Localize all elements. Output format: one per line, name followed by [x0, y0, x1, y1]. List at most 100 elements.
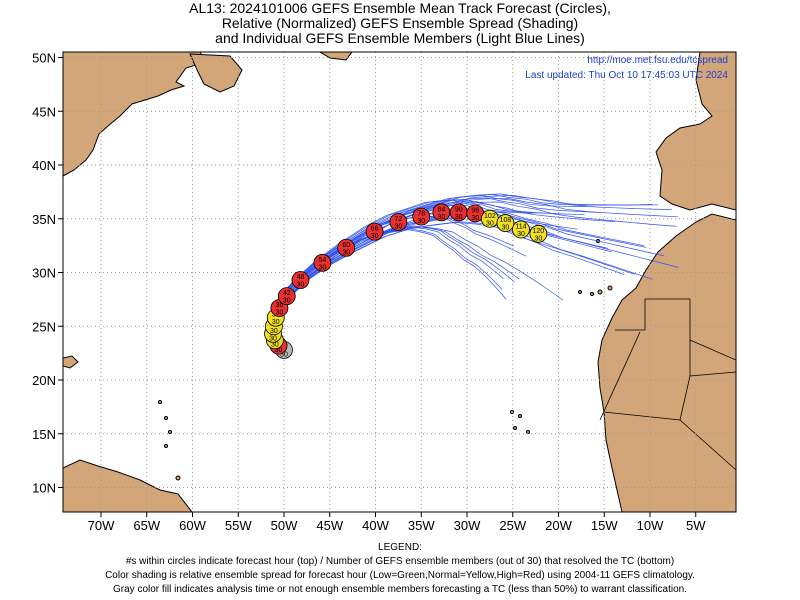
member-count-label: 30	[342, 249, 350, 256]
forecast-hour-label: 60	[342, 242, 350, 249]
member-count-label: 30	[437, 214, 445, 221]
legend-line-2: Color shading is relative ensemble sprea…	[105, 570, 695, 581]
newfoundland-land	[189, 53, 243, 93]
legend-line-3: Gray color fill indicates analysis time …	[113, 584, 687, 595]
forecast-hour-label: 54	[319, 257, 327, 264]
canary-island-land	[590, 292, 594, 296]
latitude-label: 35N	[32, 212, 56, 227]
europe-land	[655, 52, 736, 211]
longitude-label: 20W	[545, 518, 572, 533]
longitude-label: 50W	[271, 518, 298, 533]
member-count-label: 30	[486, 220, 494, 227]
forecast-hour-label: 36	[276, 302, 284, 309]
forecast-hour-label: 42	[283, 290, 291, 297]
track-circle	[277, 287, 296, 306]
member-count-label: 30	[455, 214, 463, 221]
caribbean-island-land	[63, 355, 79, 369]
forecast-hour-label: 84	[437, 206, 445, 213]
south-america-land	[63, 459, 193, 512]
member-count-label: 30	[283, 298, 291, 305]
longitude-label: 25W	[499, 518, 526, 533]
longitude-label: 10W	[637, 518, 664, 533]
forecast-hour-label: 90	[455, 206, 463, 213]
longitude-label: 55W	[225, 518, 252, 533]
map-title-line-2: Relative (Normalized) GEFS Ensemble Spre…	[221, 15, 579, 31]
cape-verde-island-land	[526, 430, 530, 434]
latitude-label: 30N	[32, 266, 56, 281]
longitude-label: 5W	[686, 518, 706, 533]
member-count-label: 30	[502, 225, 510, 232]
member-count-label: 30	[471, 215, 479, 222]
forecast-hour-label: 78	[417, 211, 425, 218]
longitude-label: 40W	[362, 518, 389, 533]
latitude-label: 45N	[32, 104, 56, 119]
latitude-label: 10N	[32, 481, 56, 496]
track-circle	[337, 238, 356, 257]
canary-island-land	[607, 285, 613, 291]
member-count-label: 30	[270, 328, 278, 335]
north-america-land	[63, 52, 207, 177]
latitude-label: 20N	[32, 373, 56, 388]
cape-verde-island-land	[518, 414, 522, 418]
axis-labels: 70W 65W 60W 55W 50W 45W 40W 35W 30W 25W 20W 15W 10W 5…	[32, 51, 706, 534]
track-circle	[529, 224, 548, 243]
forecast-hour-label: 48	[297, 274, 305, 281]
member-count-label: 30	[275, 347, 283, 354]
member-count-label: 30	[297, 282, 305, 289]
longitude-label: 45W	[316, 518, 343, 533]
africa-land	[597, 213, 736, 512]
track-circle	[313, 253, 332, 272]
member-count-label: 30	[394, 223, 402, 230]
africa-borders	[599, 298, 736, 471]
track-circle	[291, 271, 310, 289]
forecast-hour-label: 114	[515, 224, 526, 231]
mean-track-circles: 0306301230183024303030363042304830543060…	[264, 203, 548, 359]
track-circle	[412, 207, 431, 226]
legend-line-1: #s within circles indicate forecast hour…	[125, 556, 675, 567]
latitude-label: 50N	[32, 51, 56, 66]
map-frame	[62, 51, 737, 513]
forecast-hour-label: 102	[484, 213, 496, 220]
member-count-label: 30	[371, 233, 379, 240]
member-count-label: 30	[534, 235, 542, 242]
canary-island-land	[597, 289, 603, 295]
island-land	[164, 416, 168, 420]
island-land	[175, 475, 181, 481]
latitude-label: 15N	[32, 427, 56, 442]
member-count-label: 30	[271, 342, 279, 349]
longitude-label: 35W	[408, 518, 435, 533]
forecast-hour-label: 66	[371, 226, 379, 233]
track-circle	[365, 222, 384, 241]
track-circle	[496, 214, 515, 232]
forecast-hour-label: 108	[500, 217, 512, 224]
forecast-hour-label: 96	[471, 207, 479, 214]
member-count-label: 30	[276, 309, 284, 316]
source-url: http://moe.met.fsu.edu/tcspread	[587, 55, 728, 66]
longitude-label: 60W	[179, 518, 206, 533]
member-count-label: 30	[517, 231, 525, 238]
legend-heading: LEGEND:	[378, 542, 422, 553]
forecast-hour-label: 120	[533, 228, 545, 235]
cape-verde-island-land	[513, 426, 517, 430]
member-count-label: 30	[272, 319, 280, 326]
graticule	[63, 52, 736, 512]
forecast-hour-label: 72	[394, 216, 402, 223]
member-count-label: 30	[269, 335, 277, 342]
canary-island-land	[578, 290, 582, 294]
member-count-label: 30	[319, 264, 327, 271]
track-circle	[512, 220, 530, 239]
map-title-line-1: AL13: 2024101006 GEFS Ensemble Mean Trac…	[189, 0, 611, 16]
island-land	[168, 430, 172, 434]
island-land	[164, 444, 168, 448]
island-land	[158, 400, 162, 404]
latitude-label: 40N	[32, 158, 56, 173]
latitude-label: 25N	[32, 319, 56, 334]
axis-ticks	[58, 57, 697, 517]
longitude-label: 30W	[454, 518, 481, 533]
track-circle	[389, 213, 408, 231]
longitude-label: 70W	[88, 518, 115, 533]
longitude-label: 65W	[133, 518, 160, 533]
last-updated: Last updated: Thu Oct 10 17:45:03 UTC 20…	[525, 70, 728, 81]
map-title-line-3: and Individual GEFS Ensemble Members (Li…	[215, 30, 585, 46]
